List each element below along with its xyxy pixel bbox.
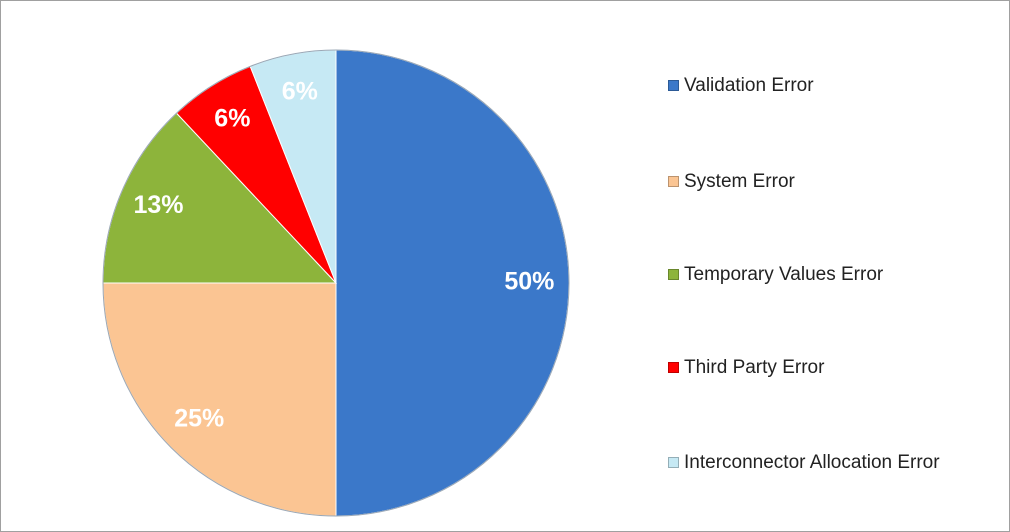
legend-label: Validation Error [684, 75, 814, 96]
pie-slice [102, 282, 337, 517]
slice-label: 50% [504, 268, 554, 296]
legend-label: Temporary Values Error [684, 264, 884, 285]
legend-item: Interconnector Allocation Error [668, 449, 958, 477]
slice-label: 6% [282, 78, 318, 106]
legend-item: Temporary Values Error [668, 261, 958, 289]
legend-label: System Error [684, 171, 795, 192]
legend-swatch [668, 457, 679, 468]
pie-outline [102, 49, 570, 517]
legend-swatch [668, 80, 679, 91]
legend-label: Interconnector Allocation Error [684, 452, 940, 473]
legend-label: Third Party Error [684, 357, 825, 378]
slice-label: 6% [214, 104, 250, 132]
legend-item: System Error [668, 168, 958, 196]
slice-label: 25% [174, 404, 224, 432]
legend-item: Third Party Error [668, 354, 958, 382]
legend-swatch [668, 362, 679, 373]
legend-swatch [668, 269, 679, 280]
slice-label: 13% [133, 191, 183, 219]
legend-swatch [668, 176, 679, 187]
legend-item: Validation Error [668, 72, 958, 100]
